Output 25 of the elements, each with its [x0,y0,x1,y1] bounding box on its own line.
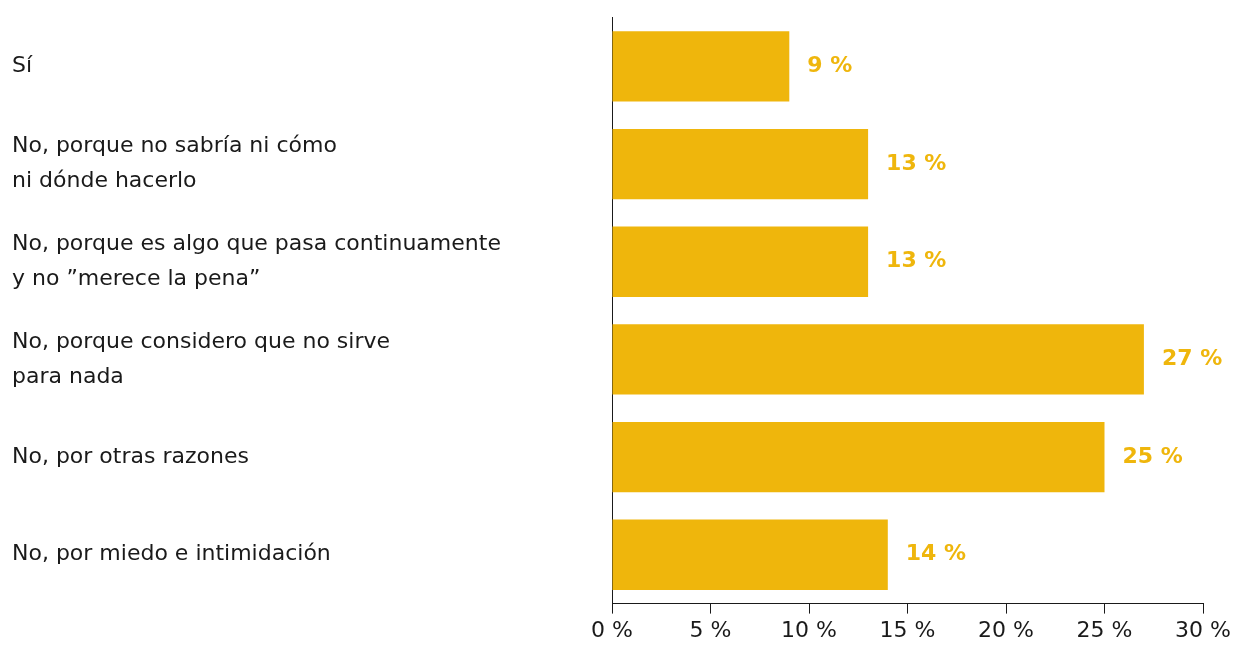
data-label: 14 % [905,540,967,566]
bar [612,226,869,297]
bar [612,421,1105,493]
x-tick-label: 0 % [591,616,633,642]
bar [612,31,790,102]
x-tick-label: 5 % [689,616,732,642]
y-tick-label: No, por miedo e intimidación [12,540,331,566]
x-tick-label: 30 % [1175,616,1231,642]
bar [612,519,888,590]
y-tick-label: No, porque no sabría ni cómo ni dónde hacerlo [12,132,337,193]
data-label: 9 % [807,52,853,78]
y-tick-label: No, porque considero que no sirve para nada [12,327,391,388]
x-tick-label: 15 % [879,616,936,642]
x-tick-label: 10 % [781,616,837,642]
y-tick-label: Sí [12,52,33,78]
data-label: 13 % [886,247,947,273]
data-label: 25 % [1122,442,1183,468]
bar [612,128,869,200]
data-label: 27 % [1161,345,1223,371]
x-tick-label: 25 % [1076,616,1133,642]
data-label: 13 % [886,149,947,175]
x-tick-label: 20 % [978,616,1034,642]
y-tick-label: No, porque es algo que pasa continuamente y no ”merece la pena” [12,229,501,291]
y-tick-label: No, por otras razones [12,442,249,468]
bar [612,324,1144,395]
